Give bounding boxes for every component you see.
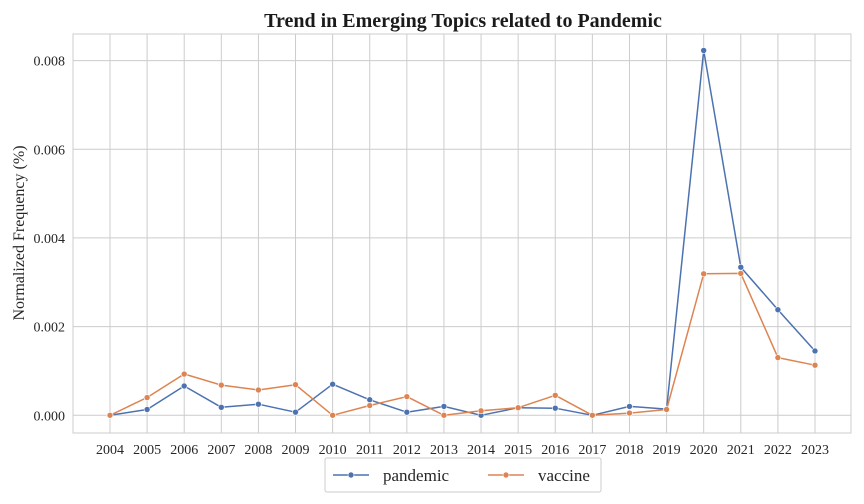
data-point-vaccine bbox=[700, 270, 707, 278]
data-point-vaccine bbox=[180, 370, 188, 378]
x-tick-label: 2004 bbox=[96, 443, 124, 458]
data-point-pandemic bbox=[292, 408, 299, 416]
data-point-vaccine bbox=[440, 411, 448, 419]
x-tick-label: 2017 bbox=[578, 443, 606, 458]
legend-label-pandemic: pandemic bbox=[383, 466, 450, 485]
x-tick-label: 2012 bbox=[393, 443, 421, 458]
x-tick-label: 2022 bbox=[764, 443, 792, 458]
x-tick-label: 2015 bbox=[504, 443, 532, 458]
legend-marker-vaccine bbox=[502, 471, 510, 479]
series-layer bbox=[106, 47, 819, 419]
data-point-pandemic bbox=[218, 403, 225, 411]
data-point-vaccine bbox=[737, 270, 745, 277]
x-tick-label: 2008 bbox=[244, 443, 272, 458]
x-tick-label: 2010 bbox=[319, 443, 347, 458]
data-point-pandemic bbox=[700, 47, 707, 54]
data-point-vaccine bbox=[292, 381, 299, 388]
x-tick-label: 2005 bbox=[133, 443, 161, 458]
x-tick-label: 2011 bbox=[356, 443, 383, 458]
data-point-vaccine bbox=[218, 381, 225, 389]
data-point-vaccine bbox=[811, 361, 819, 369]
legend-marker-pandemic bbox=[347, 471, 355, 479]
y-axis-label: Normalized Frequency (%) bbox=[11, 145, 28, 320]
y-tick-label: 0.000 bbox=[34, 409, 66, 424]
data-point-vaccine bbox=[514, 404, 522, 412]
legend-label-vaccine: vaccine bbox=[538, 466, 590, 485]
data-point-pandemic bbox=[626, 403, 633, 410]
data-point-vaccine bbox=[106, 411, 114, 419]
series-line-pandemic bbox=[109, 49, 816, 417]
legend: pandemic vaccine bbox=[324, 457, 602, 493]
data-point-vaccine bbox=[143, 394, 151, 401]
data-point-pandemic bbox=[366, 396, 374, 404]
data-point-pandemic bbox=[143, 406, 151, 413]
x-tick-label: 2021 bbox=[727, 443, 755, 458]
data-point-vaccine bbox=[255, 386, 262, 394]
data-point-vaccine bbox=[477, 407, 485, 415]
x-tick-label: 2020 bbox=[690, 443, 718, 458]
data-point-pandemic bbox=[737, 263, 745, 271]
data-point-pandemic bbox=[329, 380, 336, 388]
data-point-pandemic bbox=[440, 403, 448, 410]
data-point-pandemic bbox=[811, 347, 819, 355]
y-tick-label: 0.002 bbox=[34, 321, 66, 336]
data-point-vaccine bbox=[626, 409, 633, 417]
y-tick-label: 0.004 bbox=[34, 232, 66, 247]
x-axis-ticks: 2004 2005 2006 2007 2008 2009 2010 2011 2012 2013… bbox=[96, 443, 829, 458]
y-tick-label: 0.008 bbox=[34, 55, 66, 70]
legend-box bbox=[324, 457, 602, 493]
data-point-pandemic bbox=[403, 408, 411, 416]
x-tick-label: 2007 bbox=[207, 443, 235, 458]
data-point-pandemic bbox=[255, 400, 262, 408]
chart-title: Trend in Emerging Topics related to Pand… bbox=[264, 10, 662, 32]
data-point-vaccine bbox=[663, 406, 670, 413]
x-tick-label: 2019 bbox=[653, 443, 681, 458]
data-point-pandemic bbox=[551, 404, 559, 412]
data-point-vaccine bbox=[366, 402, 374, 409]
data-point-pandemic bbox=[180, 382, 188, 390]
data-point-vaccine bbox=[551, 392, 559, 399]
plot-area bbox=[72, 33, 852, 434]
grid-lines bbox=[73, 34, 851, 433]
y-tick-label: 0.006 bbox=[34, 143, 66, 158]
data-point-pandemic bbox=[774, 306, 782, 314]
y-axis-ticks: 0.000 0.002 0.004 0.006 0.008 bbox=[34, 55, 66, 425]
data-point-vaccine bbox=[589, 411, 596, 419]
x-tick-label: 2023 bbox=[801, 443, 829, 458]
x-tick-label: 2013 bbox=[430, 443, 458, 458]
x-tick-label: 2018 bbox=[615, 443, 643, 458]
x-tick-label: 2006 bbox=[170, 443, 198, 458]
data-point-vaccine bbox=[329, 411, 336, 419]
x-tick-label: 2009 bbox=[282, 443, 310, 458]
data-point-vaccine bbox=[403, 393, 411, 400]
data-point-vaccine bbox=[774, 354, 782, 361]
x-tick-label: 2016 bbox=[541, 443, 569, 458]
x-tick-label: 2014 bbox=[467, 443, 495, 458]
series-line-vaccine bbox=[109, 272, 816, 417]
